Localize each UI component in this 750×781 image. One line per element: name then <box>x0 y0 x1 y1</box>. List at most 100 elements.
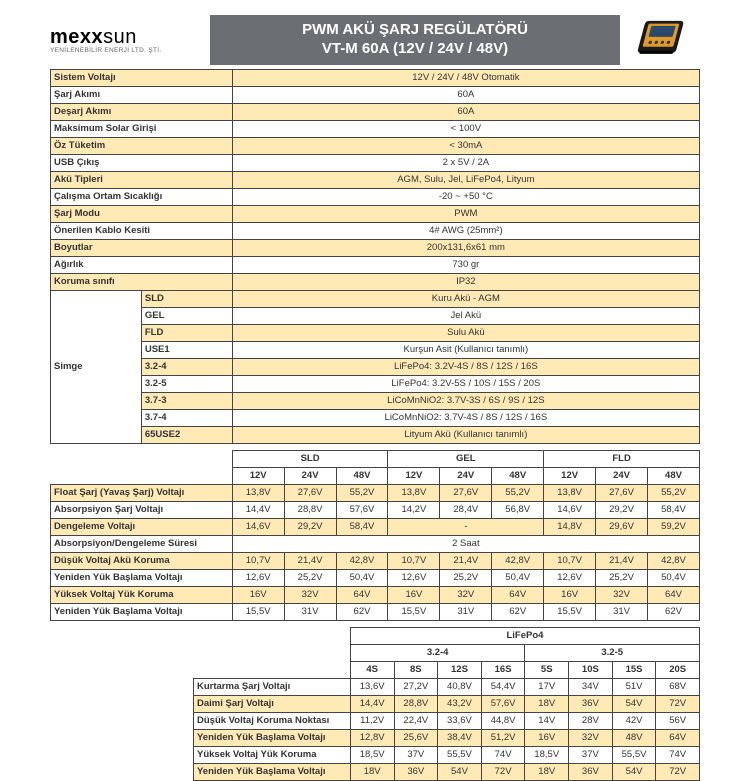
life-cell: 32V <box>569 729 613 746</box>
title-line-2: VT-M 60A (12V / 24V / 48V) <box>210 40 620 59</box>
life-cell: 72V <box>656 695 700 712</box>
volt-cell: 15,5V <box>388 603 440 620</box>
volt-cell: 13,8V <box>232 484 284 501</box>
simge-value: LiCoMnNiO2: 3.7V-4S / 8S / 12S / 16S <box>232 409 699 426</box>
volt-cell: 27,6V <box>596 484 648 501</box>
life-cell: 37V <box>569 746 613 763</box>
volt-cell: 27,6V <box>440 484 492 501</box>
spec-label: Öz Tüketim <box>51 137 233 154</box>
spec-value: PWM <box>232 205 699 222</box>
simge-value: Kurşun Asit (Kullanıcı tanımlı) <box>232 341 699 358</box>
simge-value: LiCoMnNiO2: 3.7V-3S / 6S / 9S / 12S <box>232 392 699 409</box>
volt-cell: 42,8V <box>336 552 388 569</box>
spec-label: Koruma sınıfı <box>51 273 233 290</box>
spec-label: Şarj Modu <box>51 205 233 222</box>
spec-value: IP32 <box>232 273 699 290</box>
volt-cell: 15,5V <box>544 603 596 620</box>
volt-cell: 28,8V <box>284 501 336 518</box>
life-cell: 14,4V <box>350 695 394 712</box>
simge-value: LiFePo4: 3.2V-5S / 10S / 15S / 20S <box>232 375 699 392</box>
spec-value: 60A <box>232 86 699 103</box>
volt-sub-header: 48V <box>336 467 388 484</box>
life-title: LiFePo4 <box>350 627 699 644</box>
specs-table: Sistem Voltajı12V / 24V / 48V OtomatikŞa… <box>50 69 700 291</box>
spec-value: 200x131,6x61 mm <box>232 239 699 256</box>
spec-value: 2 x 5V / 2A <box>232 154 699 171</box>
volt-row-label: Float Şarj (Yavaş Şarj) Voltajı <box>51 484 233 501</box>
life-row-label: Yeniden Yük Başlama Voltajı <box>194 763 351 780</box>
life-cell: 36V <box>569 695 613 712</box>
volt-cell: 21,4V <box>284 552 336 569</box>
volt-cell: 12,6V <box>388 569 440 586</box>
life-cell: 51,2V <box>481 729 525 746</box>
spec-label: Boyutlar <box>51 239 233 256</box>
simge-table: SimgeSLDKuru Akü - AGMGELJel AküFLDSulu … <box>50 290 700 444</box>
spec-value: AGM, Sulu, Jel, LiFePo4, Lityum <box>232 171 699 188</box>
spec-sheet: mexxsun YENİLENEBİLİR ENERJİ LTD. ŞTİ. P… <box>0 0 750 750</box>
volt-cell: 55,2V <box>647 484 699 501</box>
life-cell: 42V <box>612 712 656 729</box>
volt-cell: 10,7V <box>388 552 440 569</box>
volt-cell: 32V <box>440 586 492 603</box>
volt-row-label: Yeniden Yük Başlama Voltajı <box>51 569 233 586</box>
life-cell: 72V <box>656 763 700 780</box>
life-cell: 28V <box>569 712 613 729</box>
volt-cell: 13,8V <box>544 484 596 501</box>
volt-cell: 28,4V <box>440 501 492 518</box>
volt-cell: 55,2V <box>336 484 388 501</box>
life-sub-header: 16S <box>481 661 525 678</box>
volt-cell: 14,4V <box>232 501 284 518</box>
volt-cell: 10,7V <box>232 552 284 569</box>
volt-row-label: Absorpsiyon/Dengeleme Süresi <box>51 535 233 552</box>
spec-label: Sistem Voltajı <box>51 69 233 86</box>
volt-sub-header: 12V <box>544 467 596 484</box>
life-cell: 11,2V <box>350 712 394 729</box>
volt-sub-header: 48V <box>492 467 544 484</box>
simge-key: 3.2-4 <box>141 358 232 375</box>
volt-cell: 59,2V <box>647 518 699 535</box>
life-cell: 74V <box>656 746 700 763</box>
life-cell: 13,6V <box>350 678 394 695</box>
spec-label: Şarj Akımı <box>51 86 233 103</box>
simge-key: SLD <box>141 290 232 307</box>
volt-cell: 12,6V <box>544 569 596 586</box>
life-cell: 18V <box>525 695 569 712</box>
life-cell: 40,8V <box>438 678 482 695</box>
simge-key: FLD <box>141 324 232 341</box>
life-cell: 38,4V <box>438 729 482 746</box>
title-line-1: PWM AKÜ ŞARJ REGÜLATÖRÜ <box>210 21 620 40</box>
volt-cell: 58,4V <box>647 501 699 518</box>
simge-key: 3.7-4 <box>141 409 232 426</box>
life-cell: 33,6V <box>438 712 482 729</box>
simge-key: 65USE2 <box>141 426 232 443</box>
logo-subtitle: YENİLENEBİLİR ENERJİ LTD. ŞTİ. <box>50 47 161 54</box>
spec-label: Akü Tipleri <box>51 171 233 188</box>
life-sub-header: 20S <box>656 661 700 678</box>
volt-cell: 25,2V <box>440 569 492 586</box>
life-cell: 55,5V <box>612 746 656 763</box>
spec-value: 60A <box>232 103 699 120</box>
volt-cell: 27,6V <box>284 484 336 501</box>
simge-key: 3.7-3 <box>141 392 232 409</box>
spec-label: Önerilen Kablo Kesiti <box>51 222 233 239</box>
volt-cell: 29,2V <box>284 518 336 535</box>
spec-value: < 30mA <box>232 137 699 154</box>
volt-cell: 64V <box>492 586 544 603</box>
volt-cell: 10,7V <box>544 552 596 569</box>
volt-cell: 62V <box>647 603 699 620</box>
logo-text-2: sun <box>103 26 137 48</box>
life-cell: 54,4V <box>481 678 525 695</box>
volt-cell: 64V <box>647 586 699 603</box>
life-cell: 37V <box>394 746 438 763</box>
life-sub-header: 12S <box>438 661 482 678</box>
life-group-header: 3.2-4 <box>350 644 525 661</box>
life-cell: 68V <box>656 678 700 695</box>
life-row-label: Daimi Şarj Voltajı <box>194 695 351 712</box>
volt-cell: 57,6V <box>336 501 388 518</box>
volt-cell: 21,4V <box>596 552 648 569</box>
volt-cell: 16V <box>544 586 596 603</box>
life-cell: 12,8V <box>350 729 394 746</box>
life-cell: 18,5V <box>350 746 394 763</box>
volt-cell: 55,2V <box>492 484 544 501</box>
volt-row-label: Dengeleme Voltajı <box>51 518 233 535</box>
